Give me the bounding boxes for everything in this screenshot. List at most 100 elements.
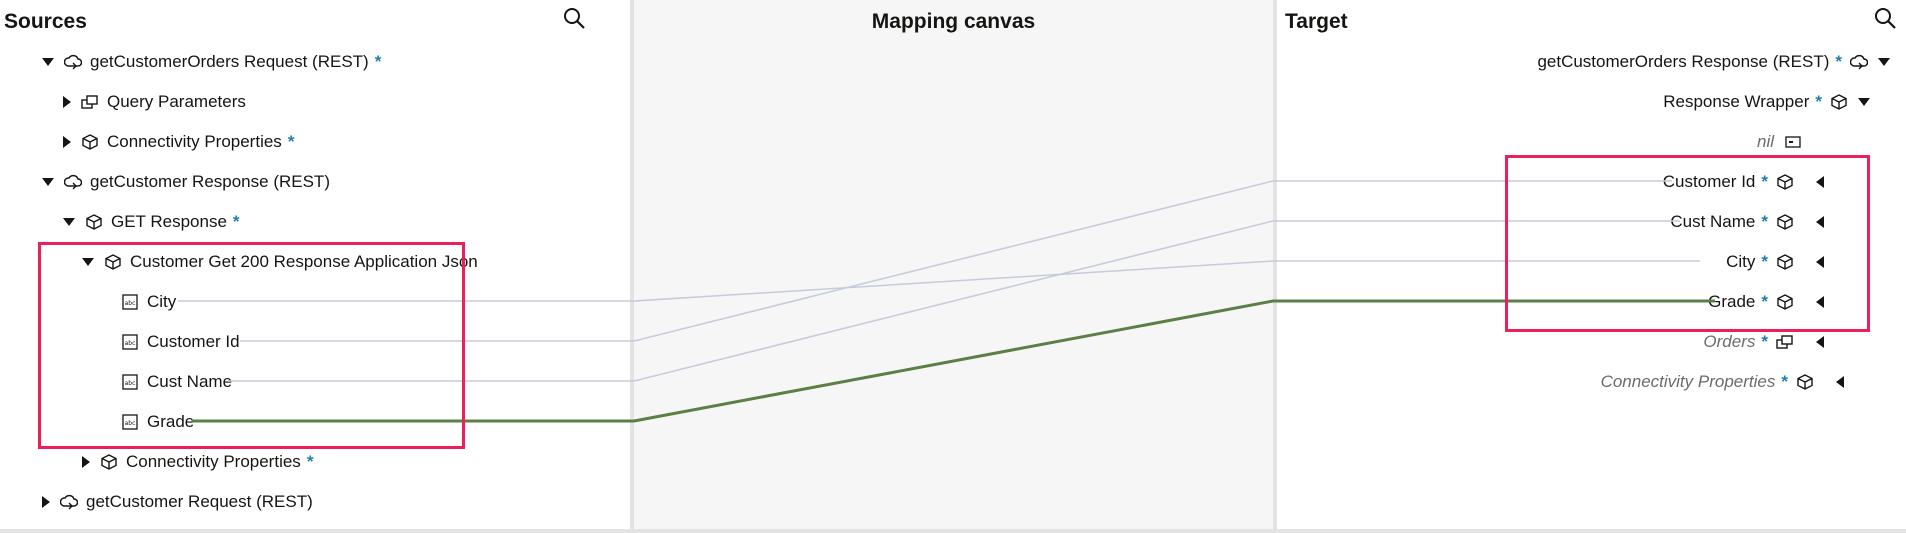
item-label: Connectivity Properties	[107, 132, 282, 151]
item-label: getCustomerOrders Response (REST)	[1537, 52, 1830, 71]
object-cube-icon	[1776, 293, 1794, 311]
source-highlight-box	[38, 242, 465, 449]
source-tree-item[interactable]: getCustomer Response (REST)	[42, 162, 336, 202]
item-label: GET Response	[111, 212, 227, 231]
search-icon[interactable]	[1873, 6, 1899, 32]
string-field-icon: abc	[121, 373, 139, 391]
item-label: Cust Name	[1670, 212, 1756, 231]
target-highlight-box	[1505, 155, 1870, 332]
item-label: Response Wrapper	[1663, 92, 1810, 111]
source-field-customer-id[interactable]: abc Customer Id	[121, 322, 240, 362]
source-tree-item[interactable]: getCustomerOrders Request (REST) *	[42, 42, 381, 82]
required-marker: *	[374, 52, 382, 71]
svg-text:abc: abc	[125, 340, 136, 347]
rest-endpoint-icon	[64, 53, 82, 71]
item-label: getCustomerOrders Request (REST)	[90, 52, 369, 71]
expand-icon[interactable]	[1816, 176, 1824, 188]
rest-endpoint-icon	[1850, 53, 1868, 71]
expand-icon[interactable]	[63, 96, 71, 108]
target-tree-item-connectivity[interactable]: Connectivity Properties *	[1601, 362, 1844, 402]
source-field-grade[interactable]: abc Grade	[121, 402, 194, 442]
source-field-cust-name[interactable]: abc Cust Name	[121, 362, 232, 402]
required-marker: *	[1815, 92, 1822, 111]
canvas-title: Mapping canvas	[871, 10, 1036, 33]
required-marker: *	[306, 452, 314, 471]
expand-icon[interactable]	[1816, 336, 1824, 348]
required-marker: *	[232, 212, 240, 231]
object-cube-icon	[1776, 253, 1794, 271]
required-marker: *	[1761, 332, 1768, 351]
collapse-icon[interactable]	[1858, 98, 1870, 106]
expand-icon[interactable]	[1816, 256, 1824, 268]
target-field-city[interactable]: City *	[1726, 242, 1824, 282]
collapse-icon[interactable]	[63, 218, 75, 226]
mapping-line-cust-name	[228, 220, 1680, 382]
collapse-icon[interactable]	[42, 178, 54, 186]
mapping-line-grade	[192, 299, 1715, 423]
object-cube-icon	[1776, 213, 1794, 231]
expand-icon[interactable]	[63, 136, 71, 148]
bottom-splitter[interactable]	[0, 529, 1906, 533]
mapping-canvas[interactable]: Mapping canvas	[634, 0, 1273, 533]
item-label: Grade	[1708, 292, 1756, 311]
target-tree-item-nil[interactable]: nil	[1757, 122, 1802, 162]
source-tree-item[interactable]: Connectivity Properties *	[82, 442, 313, 482]
required-marker: *	[1781, 372, 1788, 391]
expand-icon[interactable]	[1816, 296, 1824, 308]
required-marker: *	[1761, 172, 1768, 191]
target-field-cust-name[interactable]: Cust Name *	[1670, 202, 1824, 242]
item-label: Connectivity Properties	[126, 452, 301, 471]
source-field-city[interactable]: abc City	[121, 282, 176, 322]
rest-endpoint-icon	[60, 493, 78, 511]
expand-icon[interactable]	[1836, 376, 1844, 388]
source-tree-item[interactable]: getCustomer Request (REST)	[42, 482, 319, 522]
string-field-icon: abc	[121, 413, 139, 431]
required-marker: *	[1761, 292, 1768, 311]
mapping-line-customer-id	[240, 180, 1672, 342]
expand-icon[interactable]	[1816, 216, 1824, 228]
target-field-grade[interactable]: Grade *	[1708, 282, 1824, 322]
source-tree-item[interactable]: Query Parameters	[63, 82, 252, 122]
target-panel: Target	[1273, 0, 1906, 533]
string-field-icon: abc	[121, 293, 139, 311]
item-label: Orders	[1703, 332, 1756, 351]
item-label: getCustomer Request (REST)	[86, 492, 313, 511]
target-tree-item[interactable]: Response Wrapper *	[1663, 82, 1870, 122]
object-cube-icon	[100, 453, 118, 471]
source-tree-item[interactable]: GET Response *	[63, 202, 240, 242]
item-label: getCustomer Response (REST)	[90, 172, 330, 191]
item-label: Customer Get 200 Response Application Js…	[130, 252, 478, 271]
item-label: Customer Id	[147, 332, 240, 351]
collapse-icon[interactable]	[42, 58, 54, 66]
string-field-icon: abc	[121, 333, 139, 351]
collapse-icon[interactable]	[82, 258, 94, 266]
target-tree-item-orders[interactable]: Orders *	[1703, 322, 1824, 362]
item-label: Connectivity Properties	[1600, 372, 1776, 391]
object-cube-icon	[1796, 373, 1814, 391]
collection-icon	[1776, 333, 1794, 351]
sources-panel: Sources getCustomerOrders Request (REST)…	[0, 0, 634, 533]
item-label: Cust Name	[147, 372, 233, 391]
required-marker: *	[1761, 252, 1768, 271]
source-tree-item[interactable]: Customer Get 200 Response Application Js…	[82, 242, 484, 282]
expand-icon[interactable]	[82, 456, 90, 468]
object-cube-icon	[81, 133, 99, 151]
expand-icon[interactable]	[42, 496, 50, 508]
required-marker: *	[287, 132, 295, 151]
item-label: Grade	[147, 412, 195, 431]
sources-title: Sources	[4, 10, 87, 33]
item-label: City	[147, 292, 177, 311]
required-marker: *	[1835, 52, 1842, 71]
item-label: City	[1726, 252, 1756, 271]
item-label: Query Parameters	[107, 92, 246, 111]
target-field-customer-id[interactable]: Customer Id *	[1663, 162, 1824, 202]
target-tree-item[interactable]: getCustomerOrders Response (REST) *	[1537, 42, 1890, 82]
parameters-icon	[81, 93, 99, 111]
search-icon[interactable]	[562, 6, 588, 32]
required-marker: *	[1761, 212, 1768, 231]
collapse-icon[interactable]	[1878, 58, 1890, 66]
attribute-icon	[1784, 133, 1802, 151]
source-tree-item[interactable]: Connectivity Properties *	[63, 122, 294, 162]
item-label: Customer Id	[1662, 172, 1756, 191]
